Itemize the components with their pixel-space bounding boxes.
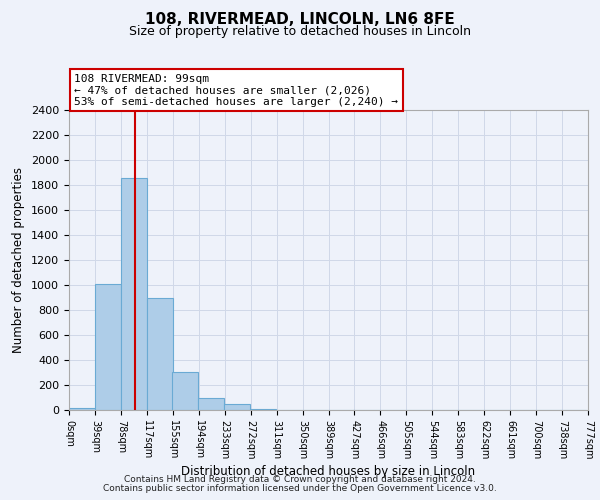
Bar: [250, 409, 276, 410]
Bar: [147, 298, 173, 410]
Text: Contains public sector information licensed under the Open Government Licence v3: Contains public sector information licen…: [103, 484, 497, 493]
Text: Size of property relative to detached houses in Lincoln: Size of property relative to detached ho…: [129, 25, 471, 38]
Bar: [198, 398, 224, 410]
Bar: [172, 372, 198, 410]
X-axis label: Distribution of detached houses by size in Lincoln: Distribution of detached houses by size …: [181, 465, 476, 478]
Text: Contains HM Land Registry data © Crown copyright and database right 2024.: Contains HM Land Registry data © Crown c…: [124, 474, 476, 484]
Bar: [224, 404, 250, 410]
Text: 108, RIVERMEAD, LINCOLN, LN6 8FE: 108, RIVERMEAD, LINCOLN, LN6 8FE: [145, 12, 455, 28]
Bar: [121, 178, 147, 410]
Y-axis label: Number of detached properties: Number of detached properties: [13, 167, 25, 353]
Text: 108 RIVERMEAD: 99sqm
← 47% of detached houses are smaller (2,026)
53% of semi-de: 108 RIVERMEAD: 99sqm ← 47% of detached h…: [74, 74, 398, 107]
Bar: [69, 408, 95, 410]
Bar: [95, 284, 121, 410]
